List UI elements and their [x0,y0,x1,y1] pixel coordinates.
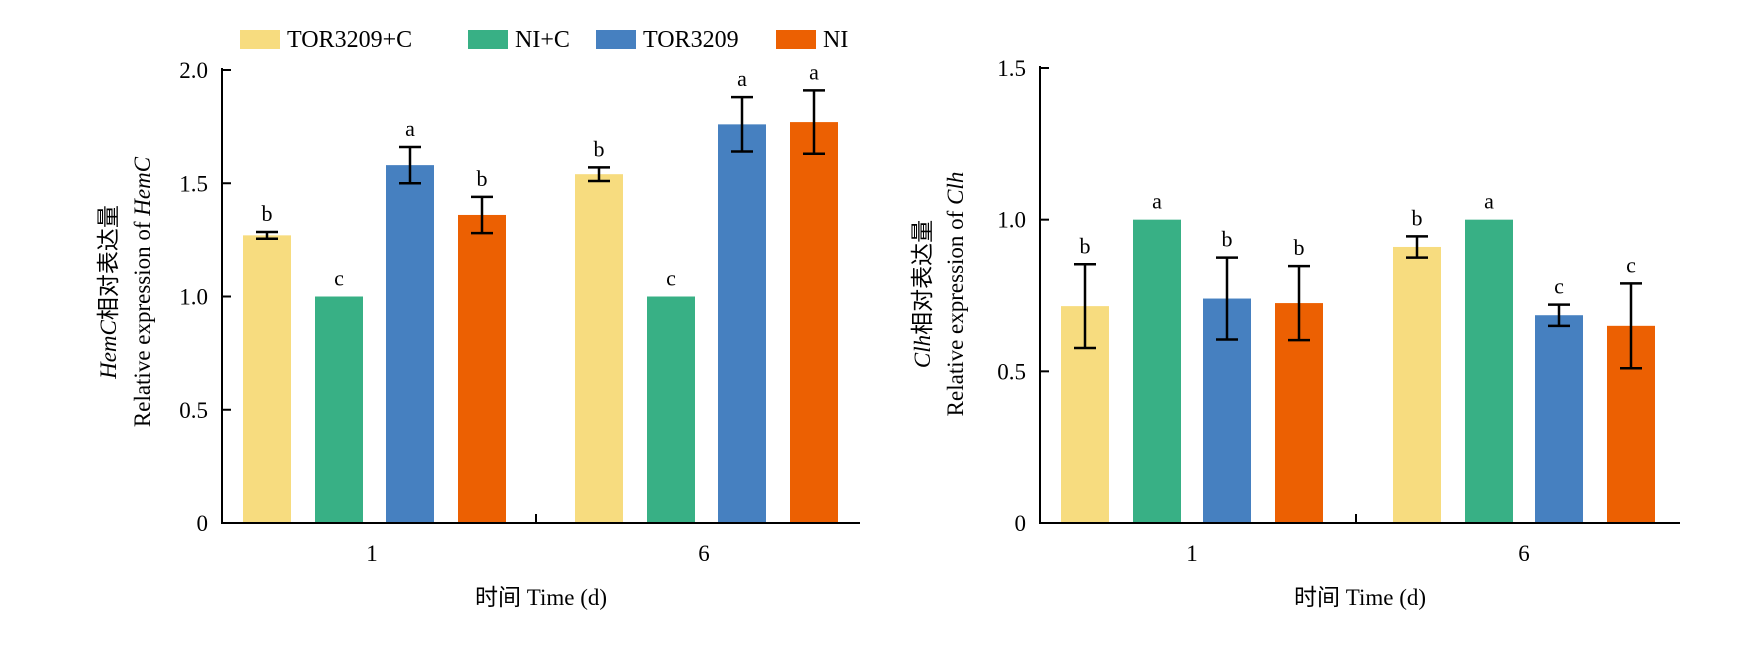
error-bar-clh-s2-g0 [1216,256,1238,341]
bar-hemc-s0-g1 [575,174,623,523]
y-tick-label-clh-2: 1.0 [997,208,1026,233]
sig-label-hemc-s0-g1: b [594,136,605,161]
error-bar-clh-s0-g0 [1074,263,1096,350]
legend-label-2: TOR3209 [643,27,739,53]
sig-label-clh-s3-g0: b [1294,235,1305,260]
sig-label-hemc-s0-g0: b [262,201,273,226]
y-axis-title-line1-hemc: HemC相对表达量 [96,205,121,380]
y-axis-title-en-clh: Relative expression of [943,205,968,416]
sig-label-hemc-s3-g0: b [477,166,488,191]
legend-swatch-0 [240,30,280,49]
bar-clh-s1-g0 [1133,219,1181,523]
sig-label-clh-s1-g0: a [1152,189,1162,214]
error-bar-hemc-s0-g1 [588,166,610,183]
x-axis-title-hemc: 时间 Time (d) [475,585,607,610]
y-tick-label-hemc-3: 1.5 [179,171,208,196]
y-axis-title-line2-clh: Relative expression of Clh [943,172,968,417]
sig-label-clh-s2-g0: b [1222,227,1233,252]
x-axis-title-clh: 时间 Time (d) [1294,585,1426,610]
y-axis-title-en-gene-clh: Clh [943,172,968,205]
y-tick-label-clh-3: 1.5 [997,56,1026,81]
bar-hemc-s1-g0 [315,296,363,523]
legend-label-3: NI [823,27,848,53]
y-axis-title-line2-hemc: Relative expression of HemC [130,156,155,427]
sig-label-clh-s2-g1: c [1554,274,1564,299]
bar-clh-s0-g1 [1393,246,1441,523]
sig-label-clh-s0-g1: b [1412,205,1423,230]
y-tick-label-hemc-1: 0.5 [179,398,208,423]
bar-clh-s1-g1 [1465,219,1513,523]
x-tick-label-hemc-0: 1 [366,541,378,566]
y-tick-label-hemc-2: 1.0 [179,285,208,310]
legend: TOR3209+C NI+C TOR3209 NI [240,27,848,53]
y-axis-title-cn-hemc: 相对表达量 [96,205,121,320]
sig-label-hemc-s2-g1: a [737,66,747,91]
legend-swatch-3 [776,30,816,49]
bar-hemc-s3-g1 [790,122,838,523]
y-axis-title-gene-hemc: HemC [96,319,121,379]
x-tick-label-clh-0: 1 [1186,541,1198,566]
error-bar-hemc-s2-g1 [731,95,753,153]
sig-label-clh-s0-g0: b [1080,233,1091,258]
error-bar-hemc-s0-g0 [256,230,278,240]
x-tick-label-hemc-1: 6 [698,541,710,566]
legend-swatch-1 [468,30,508,49]
y-tick-label-hemc-4: 2.0 [179,58,208,83]
sig-label-hemc-s2-g0: a [405,116,415,141]
bar-clh-s2-g1 [1535,315,1583,523]
error-bar-clh-s3-g0 [1288,264,1310,342]
bar-hemc-s0-g0 [243,235,291,523]
sig-label-hemc-s1-g1: c [666,266,676,291]
error-bar-hemc-s2-g0 [399,145,421,185]
sig-label-hemc-s1-g0: c [334,266,344,291]
bar-hemc-s3-g0 [458,214,506,523]
y-axis-title-cn-clh: 相对表达量 [910,220,935,335]
legend-label-1: NI+C [515,27,570,53]
sig-label-clh-s3-g1: c [1626,252,1636,277]
legend-swatch-2 [596,30,636,49]
x-tick-label-clh-1: 6 [1518,541,1530,566]
bar-hemc-s2-g1 [718,124,766,524]
error-bar-clh-s0-g1 [1406,235,1428,259]
y-tick-label-clh-0: 0 [1015,511,1027,536]
y-axis-title-gene-clh: Clh [910,335,935,368]
error-bar-clh-s2-g1 [1548,303,1570,328]
bar-hemc-s2-g0 [386,165,434,523]
y-axis-title-en-gene-hemc: HemC [130,156,155,216]
y-tick-label-clh-1: 0.5 [997,359,1026,384]
error-bar-hemc-s3-g1 [803,89,825,156]
y-tick-label-hemc-0: 0 [197,511,209,536]
y-axis-title-en-hemc: Relative expression of [130,216,155,427]
legend-label-0: TOR3209+C [287,27,412,53]
sig-label-clh-s1-g1: a [1484,189,1494,214]
y-axis-title-line1-clh: Clh相对表达量 [910,220,935,368]
sig-label-hemc-s3-g1: a [809,59,819,84]
error-bar-hemc-s3-g0 [471,195,493,235]
error-bar-clh-s3-g1 [1620,282,1642,370]
bar-hemc-s1-g1 [647,296,695,523]
